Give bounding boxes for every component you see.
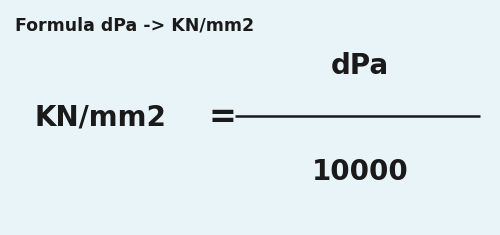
Text: =: = [208,101,236,134]
Text: 10000: 10000 [312,157,408,186]
Text: Formula dPa -> KN/mm2: Formula dPa -> KN/mm2 [15,16,254,35]
Text: dPa: dPa [331,52,389,80]
Text: KN/mm2: KN/mm2 [34,103,166,132]
